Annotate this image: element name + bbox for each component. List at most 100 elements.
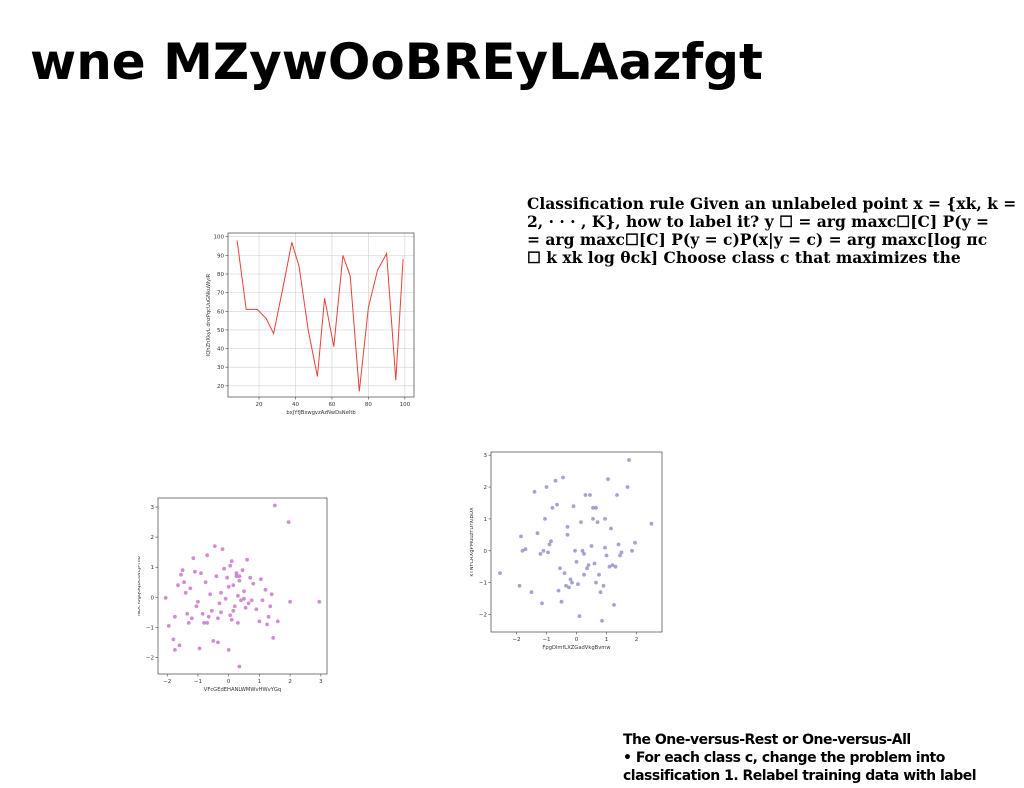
data-point: [211, 639, 216, 643]
data-point: [237, 578, 242, 583]
data-point: [275, 619, 280, 624]
y-tick-label: 0: [484, 549, 488, 555]
y-tick-label: 0: [151, 595, 155, 601]
data-point: [186, 621, 191, 625]
data-point: [604, 553, 609, 558]
data-point: [216, 640, 220, 645]
y-tick-label: 60: [217, 309, 224, 315]
y-tick-label: 1: [151, 565, 155, 571]
data-point: [203, 580, 208, 585]
data-point: [618, 553, 622, 558]
x-axis-label: VFcGEdEHANLWMWvHWvYGq: [204, 687, 281, 693]
data-point: [565, 532, 570, 537]
plot-frame: [227, 232, 415, 398]
data-point: [205, 553, 210, 558]
y-axis-label: NDcYogqGqBCdvLjPHio: [138, 556, 142, 616]
data-point: [565, 525, 570, 529]
y-tick-label: 3: [484, 453, 488, 459]
data-point: [239, 598, 243, 603]
y-tick-label: 2: [484, 485, 488, 491]
data-point: [610, 563, 615, 567]
data-point: [543, 517, 547, 521]
data-point: [205, 621, 210, 625]
y-tick-label: −1: [479, 581, 487, 587]
purple-scatter-chart: −2 −1 0 1 2 3 −2 −1 0 1 2 3 VFcGEdEHANLWMWvHWvYGq NDc…: [138, 497, 328, 693]
data-point: [609, 526, 613, 531]
y-tick-label: 100: [214, 235, 225, 241]
data-line: [236, 240, 404, 392]
x-tick-label: 60: [328, 402, 335, 408]
data-point: [249, 598, 254, 603]
data-point: [556, 588, 561, 593]
data-point: [197, 646, 202, 651]
y-tick-label: 3: [151, 505, 155, 511]
y-tick-label: 80: [217, 272, 224, 278]
data-point: [269, 592, 274, 597]
x-tick-label: 40: [292, 402, 299, 408]
data-point: [615, 493, 619, 497]
blue-scatter-chart: −2 −1 0 1 2 −2 −1 0 1 2 3 FpgDlmfLXZGadVkgBvmw kTNFC…: [470, 451, 663, 651]
data-point: [245, 557, 249, 562]
data-point: [246, 601, 251, 606]
x-axis-label: FpgDlmfLXZGadVkgBvmw: [542, 645, 611, 651]
x-tick-label: −2: [163, 679, 171, 685]
data-point: [588, 493, 592, 497]
y-tick-label: 40: [217, 347, 224, 353]
x-tick-label: −1: [194, 679, 202, 685]
data-point: [559, 599, 564, 604]
data-point: [573, 548, 577, 553]
x-tick-label: 3: [319, 679, 323, 685]
data-point: [208, 592, 213, 597]
data-point: [231, 583, 236, 588]
data-point: [607, 564, 612, 569]
data-point: [177, 643, 182, 648]
data-point: [185, 611, 190, 616]
data-point: [583, 493, 588, 497]
data-point: [237, 664, 242, 669]
data-point: [601, 583, 606, 588]
data-point: [163, 596, 168, 600]
data-point: [232, 604, 237, 609]
data-point: [214, 574, 219, 579]
data-point: [558, 566, 562, 571]
data-point: [236, 593, 240, 598]
data-point: [540, 601, 544, 606]
data-point: [649, 521, 654, 526]
x-tick-label: −1: [542, 637, 550, 643]
data-point: [251, 581, 256, 586]
data-point: [625, 485, 630, 489]
data-point: [229, 617, 234, 622]
data-point: [226, 648, 231, 652]
data-point: [179, 572, 183, 577]
data-point: [263, 587, 268, 592]
ovr-line: The One-versus-Rest or One-versus-All: [623, 732, 911, 748]
data-point: [222, 566, 226, 571]
data-point: [547, 542, 552, 547]
data-point: [627, 458, 631, 462]
data-point: [612, 603, 616, 607]
y-tick-label: −2: [479, 612, 487, 618]
data-point: [589, 544, 594, 548]
data-point: [220, 547, 225, 551]
data-point: [212, 544, 217, 548]
data-point: [606, 477, 610, 481]
data-point: [260, 598, 265, 603]
data-point: [240, 568, 245, 573]
y-tick-label: 90: [217, 253, 224, 259]
data-point: [564, 583, 568, 588]
y-tick-label: 1: [484, 517, 488, 523]
data-point: [166, 624, 171, 628]
data-point: [613, 564, 618, 569]
data-point: [202, 621, 206, 625]
x-tick-label: −2: [512, 637, 520, 643]
data-point: [219, 590, 223, 595]
data-point: [595, 520, 600, 524]
data-point: [586, 563, 591, 567]
data-point: [257, 619, 262, 624]
x-tick-label: 80: [365, 402, 372, 408]
data-point: [616, 542, 621, 547]
data-point: [553, 478, 558, 483]
ovr-line: classification 1. Relabel training data …: [623, 768, 977, 784]
x-axis-label: bxJYfJBxwgvzAzNwDsNeltb: [286, 410, 356, 416]
y-tick-label: 50: [217, 328, 224, 334]
